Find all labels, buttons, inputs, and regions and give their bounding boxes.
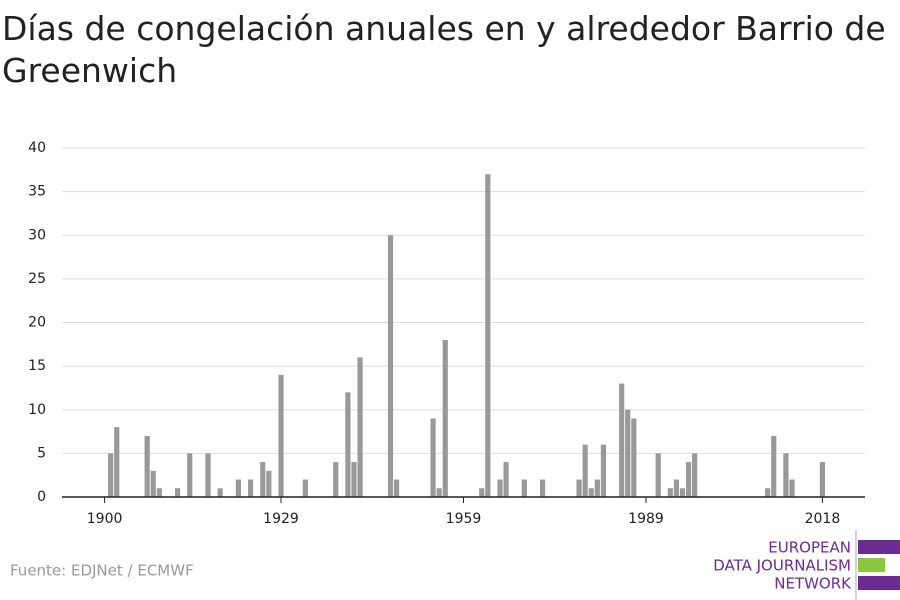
bar <box>393 479 400 497</box>
bar <box>442 339 448 497</box>
bar <box>302 479 308 497</box>
bar <box>278 374 284 497</box>
bar <box>436 488 442 497</box>
bar <box>114 427 120 497</box>
chart-title: Días de congelación anuales en y alreded… <box>2 9 886 90</box>
bar <box>150 470 156 497</box>
bar <box>205 453 211 497</box>
logo-bar <box>858 540 900 554</box>
bar <box>345 392 351 497</box>
bar <box>217 488 223 497</box>
bar <box>771 435 777 497</box>
bar <box>351 462 357 497</box>
x-tick-label: 1989 <box>628 511 664 527</box>
bar <box>576 479 582 497</box>
bar <box>144 435 150 497</box>
y-tick-label: 30 <box>28 227 46 243</box>
logo-bar <box>858 576 900 590</box>
bar <box>156 488 162 497</box>
y-tick-label: 15 <box>28 358 46 374</box>
bar <box>247 479 254 497</box>
bar <box>479 488 485 497</box>
bar <box>619 383 625 497</box>
bar <box>266 470 272 497</box>
bar <box>582 444 588 497</box>
bar <box>594 479 600 497</box>
x-tick-label: 1929 <box>263 511 299 527</box>
source: Fuente: EDJNet / ECMWF <box>10 562 194 580</box>
bar <box>655 453 661 497</box>
x-tick-label: 2018 <box>805 511 841 527</box>
bar <box>235 479 242 497</box>
logo-text: NETWORK <box>774 575 852 593</box>
y-tick-label: 0 <box>37 489 46 505</box>
bar <box>588 488 594 497</box>
x-tick-label: 1900 <box>87 511 123 527</box>
logo-bar <box>858 558 885 572</box>
bar <box>485 174 491 498</box>
bar <box>539 479 546 497</box>
bar <box>357 357 363 497</box>
bar <box>783 453 789 497</box>
y-tick-label: 20 <box>28 315 46 331</box>
bar <box>600 444 607 497</box>
bar <box>333 462 339 497</box>
y-tick-label: 40 <box>28 140 46 156</box>
bar <box>685 462 692 497</box>
y-tick-label: 25 <box>28 271 46 287</box>
bar <box>819 462 826 497</box>
x-tick-label: 1959 <box>446 511 482 527</box>
y-tick-label: 35 <box>28 184 46 200</box>
bar <box>765 488 771 497</box>
bar <box>387 235 394 497</box>
bar <box>174 488 181 497</box>
bar <box>679 488 686 497</box>
bar <box>631 418 637 497</box>
bar <box>108 453 114 497</box>
y-tick-label: 10 <box>28 402 46 418</box>
y-tick-label: 5 <box>37 445 46 461</box>
bar <box>430 418 436 497</box>
bar <box>260 462 266 497</box>
bar <box>625 409 631 497</box>
bar <box>667 488 673 497</box>
logo-text: EUROPEAN <box>768 539 851 557</box>
bar <box>497 479 503 497</box>
bar <box>692 453 698 497</box>
bar <box>187 453 193 497</box>
bar <box>503 462 509 497</box>
bar <box>673 479 680 497</box>
bar <box>521 479 527 497</box>
logo-text: DATA JOURNALISM <box>713 557 851 575</box>
bar <box>789 479 795 497</box>
